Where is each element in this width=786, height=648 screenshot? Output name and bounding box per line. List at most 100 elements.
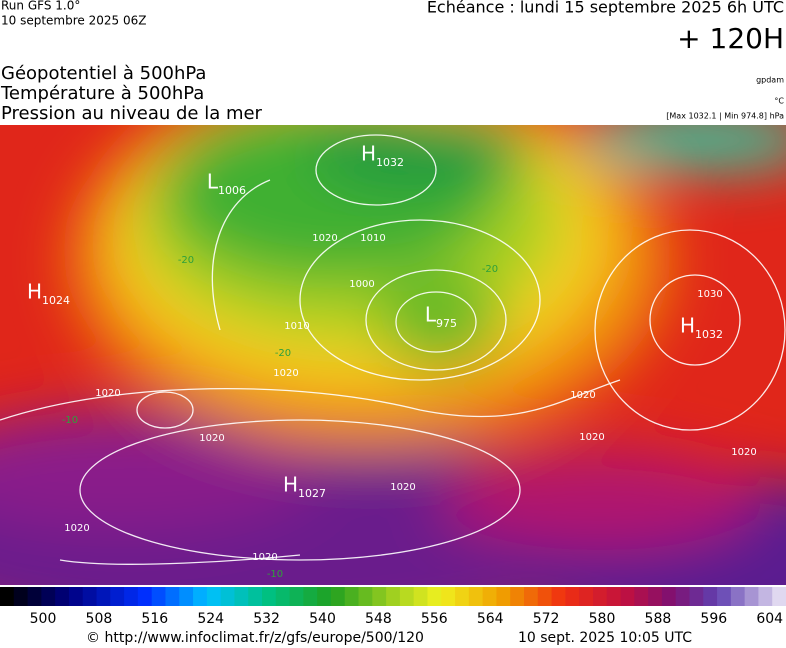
colorbar-cell xyxy=(248,587,263,606)
isobar-label: 1030 xyxy=(697,289,722,300)
colorbar-cell xyxy=(730,587,746,606)
colorbar-cell xyxy=(482,587,497,606)
center-letter: H xyxy=(680,314,695,338)
title: Pression au niveau de la mer xyxy=(1,103,263,124)
temperature-label: -20 xyxy=(178,255,194,266)
isobar-label: 1020 xyxy=(570,390,595,401)
colorbar-cell xyxy=(262,587,277,606)
colorbar-tick-label: 524 xyxy=(197,611,224,627)
colorbar-cell xyxy=(744,587,759,606)
isobar-label: 1020 xyxy=(64,523,89,534)
colorbar-cell xyxy=(68,587,84,606)
colorbar: 500 508 516 524 532 540 548 556 564 572 580 588 596 6… xyxy=(0,587,786,627)
colorbar-cell xyxy=(717,587,732,606)
unit: gpdam xyxy=(756,76,784,85)
colorbar-tick-label: 604 xyxy=(756,611,783,627)
source: © http://www.infoclimat.fr/z/gfs/europe/… xyxy=(86,630,424,646)
colorbar-cell xyxy=(330,587,346,606)
isobar-labels: 1020 1010 1000 1010 1020 1020 1020 1030 1020 1020… xyxy=(62,233,757,580)
center-letter: H xyxy=(361,142,376,166)
colorbar-cell xyxy=(289,587,304,606)
center-value: 975 xyxy=(436,317,457,330)
colorbar-cell xyxy=(441,587,456,606)
run-date: 10 septembre 2025 06Z xyxy=(1,14,146,28)
center-value: 1032 xyxy=(376,156,404,169)
colorbar-cell xyxy=(386,587,401,606)
colorbar-cell xyxy=(427,587,442,606)
unit: [Max 1032.1 | Min 974.8] hPa xyxy=(666,112,784,121)
colorbar-cell xyxy=(234,587,249,606)
colorbar-cell xyxy=(303,587,318,606)
colorbar-tick-label: 548 xyxy=(365,611,392,627)
center-letter: H xyxy=(283,473,298,497)
colorbar-cell xyxy=(606,587,622,606)
colorbar-cell xyxy=(0,587,15,606)
center-value: 1032 xyxy=(695,328,723,341)
lead-time: + 120H xyxy=(677,22,784,55)
colorbar-cell xyxy=(82,587,98,606)
colorbar-cell xyxy=(537,587,553,606)
colorbar-cell xyxy=(358,587,373,606)
colorbar-tick-label: 588 xyxy=(645,611,672,627)
colorbar-cell xyxy=(413,587,428,606)
colorbar-cell xyxy=(648,587,663,606)
colorbar-cell xyxy=(317,587,332,606)
temperature-label: -20 xyxy=(482,264,498,275)
center-letter: L xyxy=(425,303,437,327)
colorbar-tick-label: 500 xyxy=(30,611,57,627)
colorbar-cell xyxy=(193,587,208,606)
center-value: 1006 xyxy=(218,184,246,197)
colorbar-cell xyxy=(524,587,539,606)
colorbar-cell xyxy=(510,587,525,606)
temperature-label: -10 xyxy=(267,569,283,580)
colorbar-cell xyxy=(151,587,166,606)
colorbar-tick-label: 572 xyxy=(533,611,560,627)
temperature-label: -20 xyxy=(275,348,291,359)
colorbar-cell xyxy=(661,587,677,606)
colorbar-cell xyxy=(565,587,580,606)
colorbar-cell xyxy=(579,587,594,606)
isobar-label: 1010 xyxy=(284,321,309,332)
title: Géopotentiel à 500hPa xyxy=(1,63,206,84)
colorbar-cell xyxy=(496,587,511,606)
echeance: Echéance : lundi 15 septembre 2025 6h UT… xyxy=(427,0,784,17)
colorbar-cell xyxy=(220,587,235,606)
colorbar-tick-label: 580 xyxy=(589,611,616,627)
colorbar-cell xyxy=(620,587,635,606)
colorbar-cell xyxy=(372,587,387,606)
colorbar-cell xyxy=(13,587,29,606)
colorbar-tick-label: 564 xyxy=(477,611,504,627)
colorbar-cell xyxy=(455,587,470,606)
temperature-label: -10 xyxy=(62,415,78,426)
isobar-label: 1020 xyxy=(199,433,224,444)
isobar-label: 1010 xyxy=(360,233,385,244)
isobar-label: 1020 xyxy=(390,482,415,493)
colorbar-cell xyxy=(137,587,153,606)
colorbar-cell xyxy=(551,587,566,606)
colorbar-cell xyxy=(468,587,484,606)
colorbar-cell xyxy=(96,587,111,606)
isobar-label: 1020 xyxy=(312,233,337,244)
center-value: 1024 xyxy=(42,294,70,307)
isobar-label: 1020 xyxy=(273,368,298,379)
colorbar-tick-label: 516 xyxy=(141,611,168,627)
colorbar-cell xyxy=(703,587,718,606)
run-label: Run GFS 1.0° xyxy=(1,0,80,13)
colorbar-cell xyxy=(689,587,704,606)
timestamp: 10 sept. 2025 10:05 UTC xyxy=(518,630,692,646)
colorbar-tick-label: 596 xyxy=(700,611,727,627)
colorbar-cell xyxy=(206,587,222,606)
colorbar-tick-label: 508 xyxy=(86,611,113,627)
colorbar-cell xyxy=(41,587,56,606)
colorbar-cell xyxy=(758,587,773,606)
unit: °C xyxy=(774,97,784,106)
isobar-label: 1020 xyxy=(579,432,604,443)
center-letter: L xyxy=(207,170,219,194)
colorbar-tick-label: 540 xyxy=(309,611,336,627)
title: Température à 500hPa xyxy=(0,83,204,104)
map-field xyxy=(0,125,786,585)
isobar-label: 1000 xyxy=(349,279,374,290)
